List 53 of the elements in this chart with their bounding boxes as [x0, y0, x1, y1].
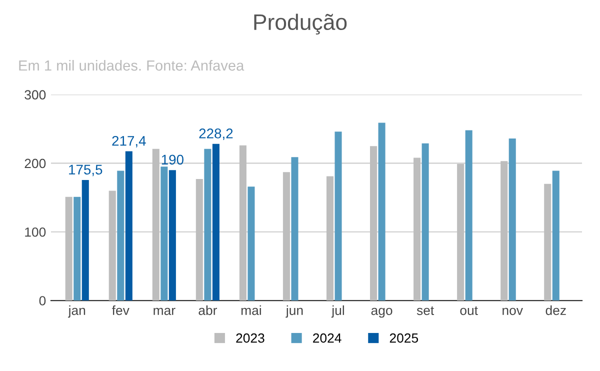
- bar: [82, 180, 89, 301]
- bar: [212, 144, 220, 301]
- x-tick-label: nov: [502, 308, 523, 316]
- x-tick-label: dez: [546, 305, 566, 316]
- bar: [465, 130, 472, 301]
- bar: [282, 172, 290, 301]
- legend-label: 2025: [390, 333, 418, 343]
- bar: [152, 148, 160, 301]
- y-tick-label: 100: [25, 227, 46, 237]
- data-label: 190: [162, 154, 184, 165]
- x-tick-label: jul: [331, 305, 344, 318]
- bar: [291, 157, 298, 301]
- bar: [248, 186, 255, 301]
- bar: [552, 170, 560, 301]
- bar: [370, 146, 378, 301]
- bar: [204, 148, 212, 301]
- data-label: 175,5: [69, 164, 102, 176]
- bar: [168, 170, 176, 301]
- bar: [326, 176, 334, 301]
- bar: [508, 138, 516, 301]
- data-label: 228,2: [199, 128, 233, 140]
- chart-title: Produção: [254, 14, 347, 35]
- bar: [196, 179, 203, 301]
- bar: [65, 196, 72, 301]
- bar: [117, 170, 124, 301]
- chart-subtitle: Em 1 mil unidades. Fonte: Anfavea: [19, 60, 244, 71]
- bar: [239, 145, 246, 301]
- x-tick-label: abr: [198, 305, 218, 316]
- bar: [334, 132, 342, 301]
- x-tick-label: out: [460, 306, 478, 316]
- bar: [378, 122, 386, 301]
- x-tick-label: fev: [112, 305, 130, 316]
- bar: [125, 151, 132, 301]
- y-tick-label: 0: [39, 296, 46, 306]
- x-tick-label: mar: [154, 308, 176, 316]
- x-tick-label: ago: [371, 308, 392, 318]
- legend-label: 2023: [236, 333, 264, 343]
- legend-label: 2024: [313, 333, 342, 343]
- bar: [160, 166, 168, 301]
- x-tick-label: jun: [286, 305, 303, 318]
- x-tick-label: mai: [241, 305, 261, 316]
- data-label: 217,4: [112, 136, 146, 148]
- bar: [500, 161, 508, 301]
- bar: [544, 184, 552, 301]
- y-tick-label: 200: [24, 158, 46, 168]
- bar: [414, 158, 421, 301]
- y-tick-label: 300: [24, 90, 46, 100]
- x-tick-label: set: [416, 306, 434, 316]
- bar: [457, 164, 464, 301]
- bar: [108, 190, 116, 301]
- bar: [422, 143, 429, 301]
- x-tick-label: jan: [68, 305, 86, 318]
- bar: [74, 196, 81, 301]
